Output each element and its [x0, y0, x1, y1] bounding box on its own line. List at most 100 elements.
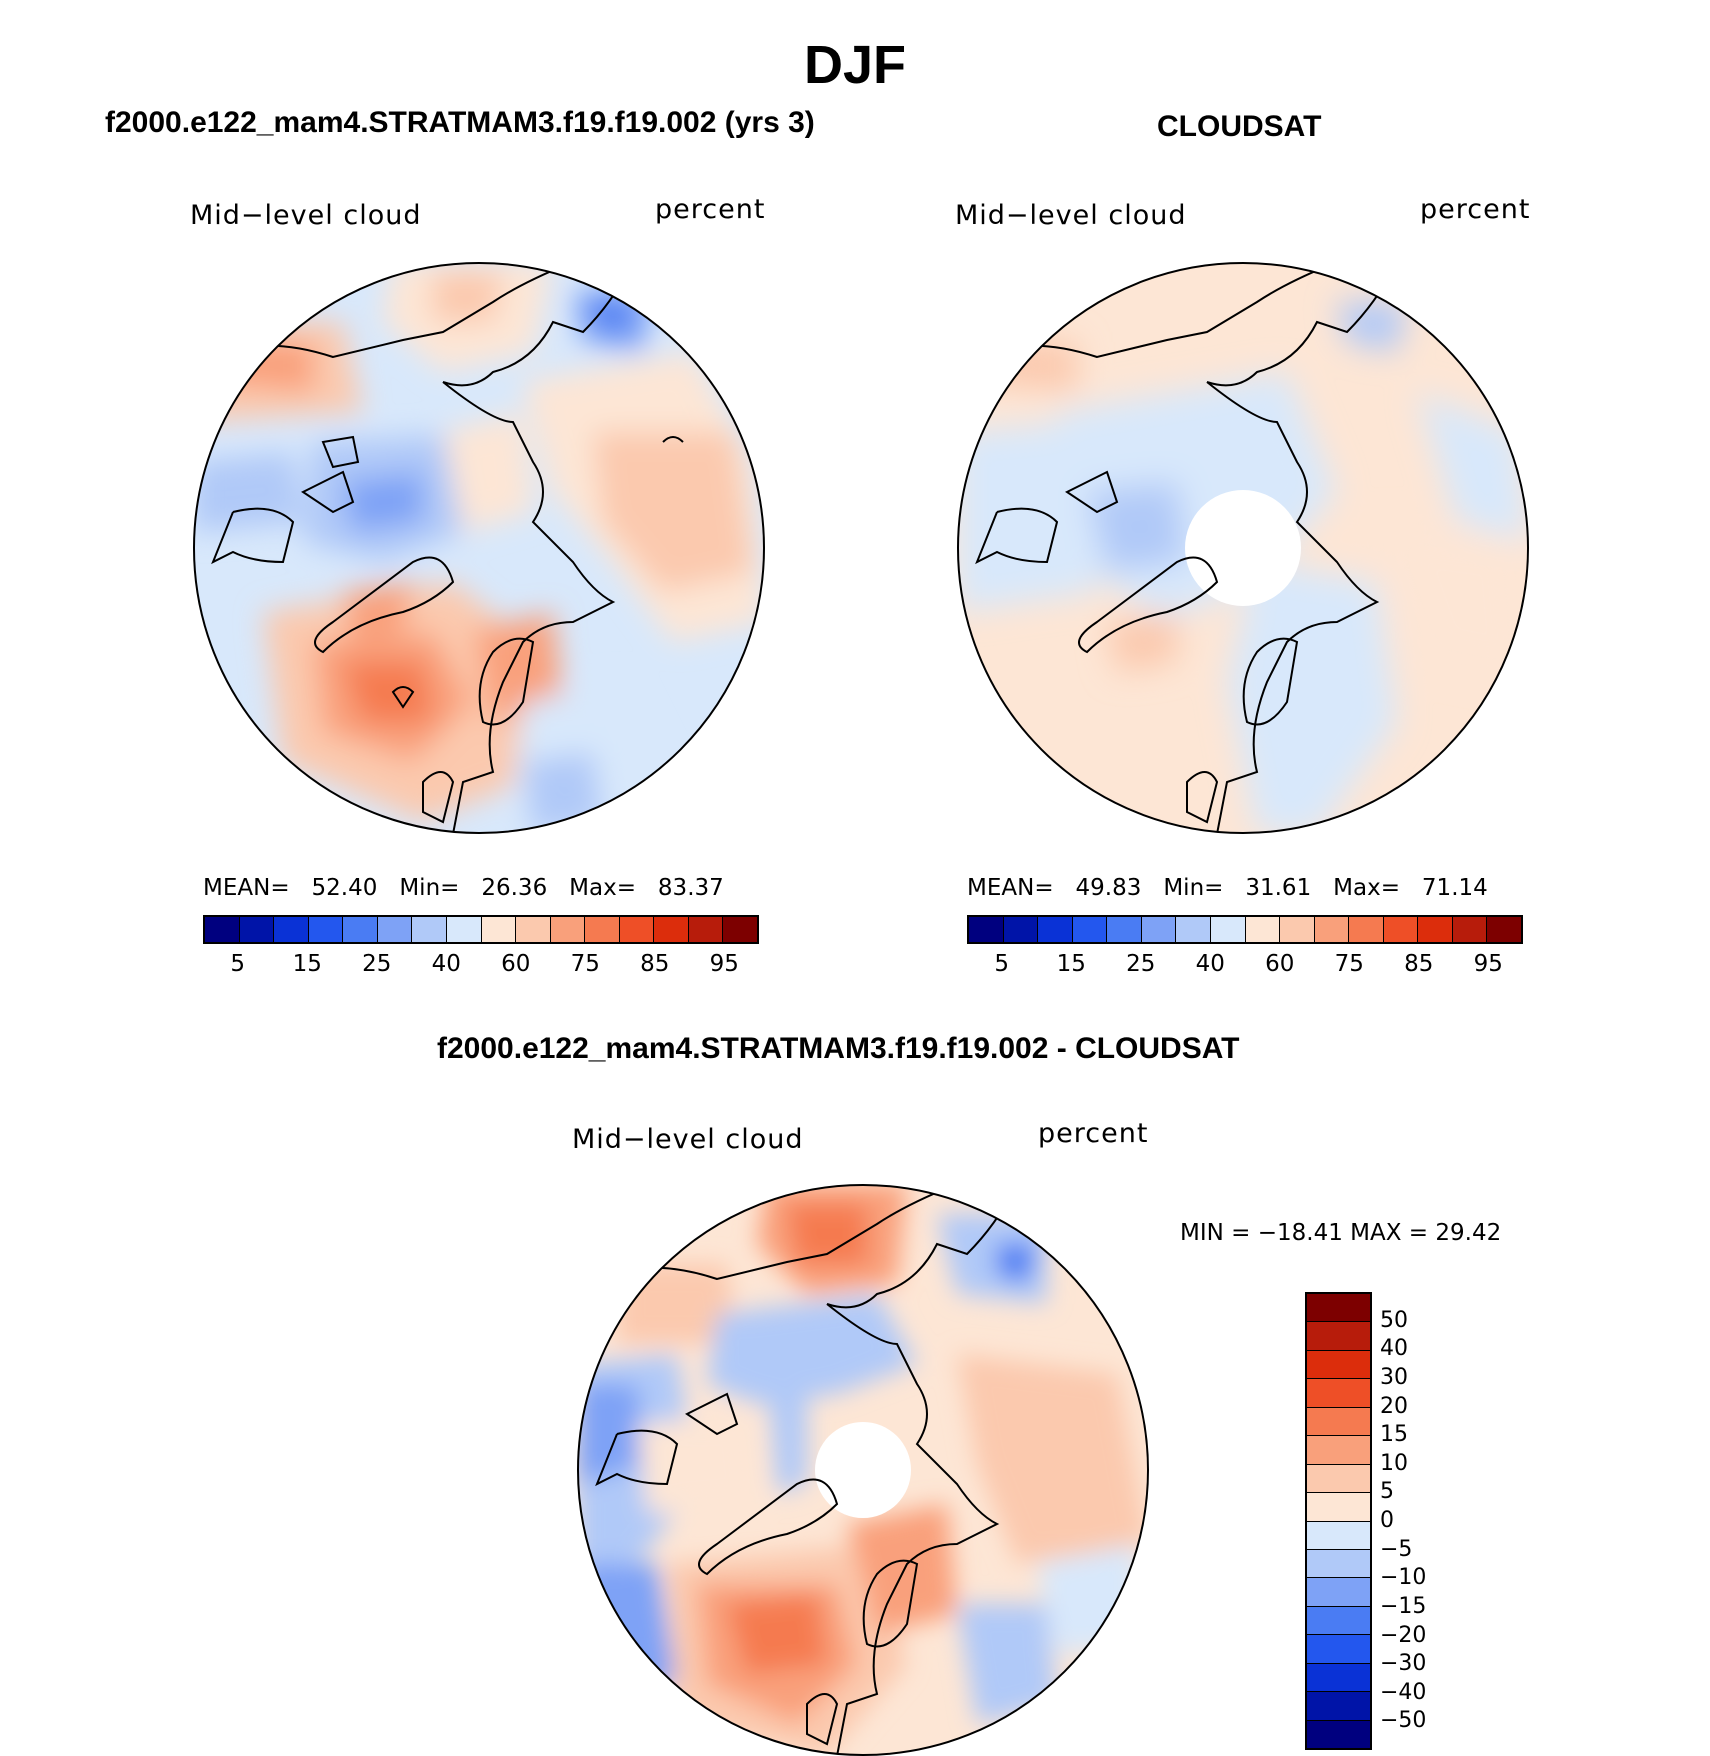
diff-colorbar-segment	[1307, 1294, 1370, 1323]
model-colorbar-segment	[516, 917, 551, 942]
model-colorbar	[203, 915, 759, 944]
diff-colorbar-segment	[1307, 1407, 1370, 1437]
obs-polar-map	[957, 262, 1529, 834]
diff-minmax: MIN = −18.41 MAX = 29.42	[1180, 1220, 1502, 1246]
diff-colorbar-segment	[1307, 1578, 1370, 1607]
obs-colorbar-tick: 95	[1473, 951, 1503, 977]
model-colorbar-segment	[688, 917, 724, 942]
model-mean-value: 52.40	[311, 875, 378, 901]
obs-colorbar-segment	[969, 917, 1004, 942]
obs-colorbar-segment	[1487, 917, 1521, 942]
model-units-label: percent	[655, 194, 766, 225]
model-max-label: Max=	[569, 875, 636, 901]
obs-colorbar-tick: 5	[994, 951, 1010, 977]
diff-colorbar-tick: 10	[1380, 1450, 1408, 1476]
model-variable-label: Mid−level cloud	[190, 200, 422, 231]
diff-colorbar-segment	[1307, 1350, 1370, 1380]
obs-colorbar-segment	[1418, 917, 1453, 942]
obs-colorbar-tick: 15	[1056, 951, 1086, 977]
diff-colorbar-segment	[1307, 1521, 1370, 1550]
diff-colorbar-segment	[1307, 1493, 1370, 1522]
obs-max-label: Max=	[1333, 875, 1400, 901]
obs-units-label: percent	[1420, 194, 1531, 225]
diff-colorbar-tick: −30	[1380, 1651, 1427, 1677]
diff-colorbar-segment	[1307, 1549, 1370, 1579]
diff-colorbar-tick: 5	[1380, 1479, 1394, 1505]
model-colorbar-segment	[446, 917, 482, 942]
obs-colorbar-tick: 85	[1404, 951, 1434, 977]
diff-colorbar-segment	[1307, 1635, 1370, 1664]
obs-panel-title: CLOUDSAT	[1157, 110, 1322, 143]
obs-colorbar-segment	[1280, 917, 1315, 942]
diff-colorbar-segment	[1307, 1464, 1370, 1494]
obs-colorbar-segment	[1176, 917, 1211, 942]
model-colorbar-tick: 95	[709, 951, 739, 977]
obs-min-label: Min=	[1163, 875, 1224, 901]
obs-colorbar-segment	[1349, 917, 1384, 942]
model-mean-label: MEAN=	[203, 875, 290, 901]
obs-colorbar-segment	[1038, 917, 1073, 942]
obs-colorbar-segment	[1452, 917, 1488, 942]
diff-colorbar-tick: 20	[1380, 1393, 1408, 1419]
model-colorbar-segment	[723, 917, 757, 942]
obs-colorbar-segment	[1141, 917, 1177, 942]
model-max-value: 83.37	[657, 875, 724, 901]
obs-min-value: 31.61	[1245, 875, 1312, 901]
diff-colorbar-segment	[1307, 1692, 1370, 1721]
model-colorbar-tick: 15	[292, 951, 322, 977]
diff-colorbar-tick: −20	[1380, 1622, 1427, 1648]
diff-colorbar	[1305, 1292, 1372, 1750]
obs-colorbar-segment	[1107, 917, 1142, 942]
obs-colorbar-segment	[1314, 917, 1350, 942]
diff-units-label: percent	[1038, 1118, 1149, 1149]
figure-title: DJF	[803, 35, 906, 95]
model-colorbar-segment	[239, 917, 275, 942]
obs-variable-label: Mid−level cloud	[955, 200, 1187, 231]
model-colorbar-segment	[619, 917, 655, 942]
diff-colorbar-tick: 50	[1380, 1307, 1408, 1333]
diff-colorbar-tick: −40	[1380, 1679, 1427, 1705]
model-colorbar-tick: 85	[640, 951, 670, 977]
diff-panel-title: f2000.e122_mam4.STRATMAM3.f19.f19.002 - …	[437, 1032, 1240, 1065]
model-panel-title: f2000.e122_mam4.STRATMAM3.f19.f19.002 (y…	[105, 106, 815, 139]
diff-colorbar-tick: −10	[1380, 1565, 1427, 1591]
obs-colorbar-tick: 60	[1265, 951, 1295, 977]
obs-max-value: 71.14	[1421, 875, 1488, 901]
diff-colorbar-tick: 15	[1380, 1422, 1408, 1448]
obs-colorbar-segment	[1003, 917, 1039, 942]
obs-colorbar-segment	[1072, 917, 1108, 942]
model-colorbar-segment	[550, 917, 586, 942]
diff-colorbar-segment	[1307, 1322, 1370, 1351]
diff-colorbar-tick: −50	[1380, 1708, 1427, 1734]
diff-colorbar-segment	[1307, 1720, 1370, 1748]
diff-colorbar-tick: 30	[1380, 1364, 1408, 1390]
diff-colorbar-tick: −5	[1380, 1536, 1413, 1562]
diff-colorbar-segment	[1307, 1436, 1370, 1465]
obs-mean-value: 49.83	[1075, 875, 1142, 901]
model-colorbar-segment	[585, 917, 620, 942]
obs-colorbar-segment	[1383, 917, 1419, 942]
obs-colorbar-segment	[1245, 917, 1281, 942]
model-colorbar-tick: 60	[501, 951, 531, 977]
model-colorbar-tick: 5	[230, 951, 246, 977]
model-stats: MEAN= 52.40 Min= 26.36 Max= 83.37	[203, 875, 724, 901]
diff-variable-label: Mid−level cloud	[572, 1124, 804, 1155]
model-min-label: Min=	[399, 875, 460, 901]
obs-colorbar-tick: 25	[1126, 951, 1156, 977]
diff-polar-map	[577, 1184, 1149, 1756]
model-colorbar-segment	[205, 917, 240, 942]
model-colorbar-segment	[481, 917, 517, 942]
model-colorbar-tick: 75	[570, 951, 600, 977]
model-colorbar-tick: 40	[431, 951, 461, 977]
model-polar-map	[193, 262, 765, 834]
model-colorbar-segment	[343, 917, 378, 942]
obs-colorbar-tick: 75	[1334, 951, 1364, 977]
diff-colorbar-tick: 40	[1380, 1336, 1408, 1362]
obs-colorbar	[967, 915, 1523, 944]
diff-colorbar-segment	[1307, 1663, 1370, 1693]
obs-stats: MEAN= 49.83 Min= 31.61 Max= 71.14	[967, 875, 1488, 901]
model-min-value: 26.36	[481, 875, 548, 901]
diff-colorbar-segment	[1307, 1606, 1370, 1636]
obs-colorbar-tick: 40	[1195, 951, 1225, 977]
model-colorbar-segment	[412, 917, 447, 942]
